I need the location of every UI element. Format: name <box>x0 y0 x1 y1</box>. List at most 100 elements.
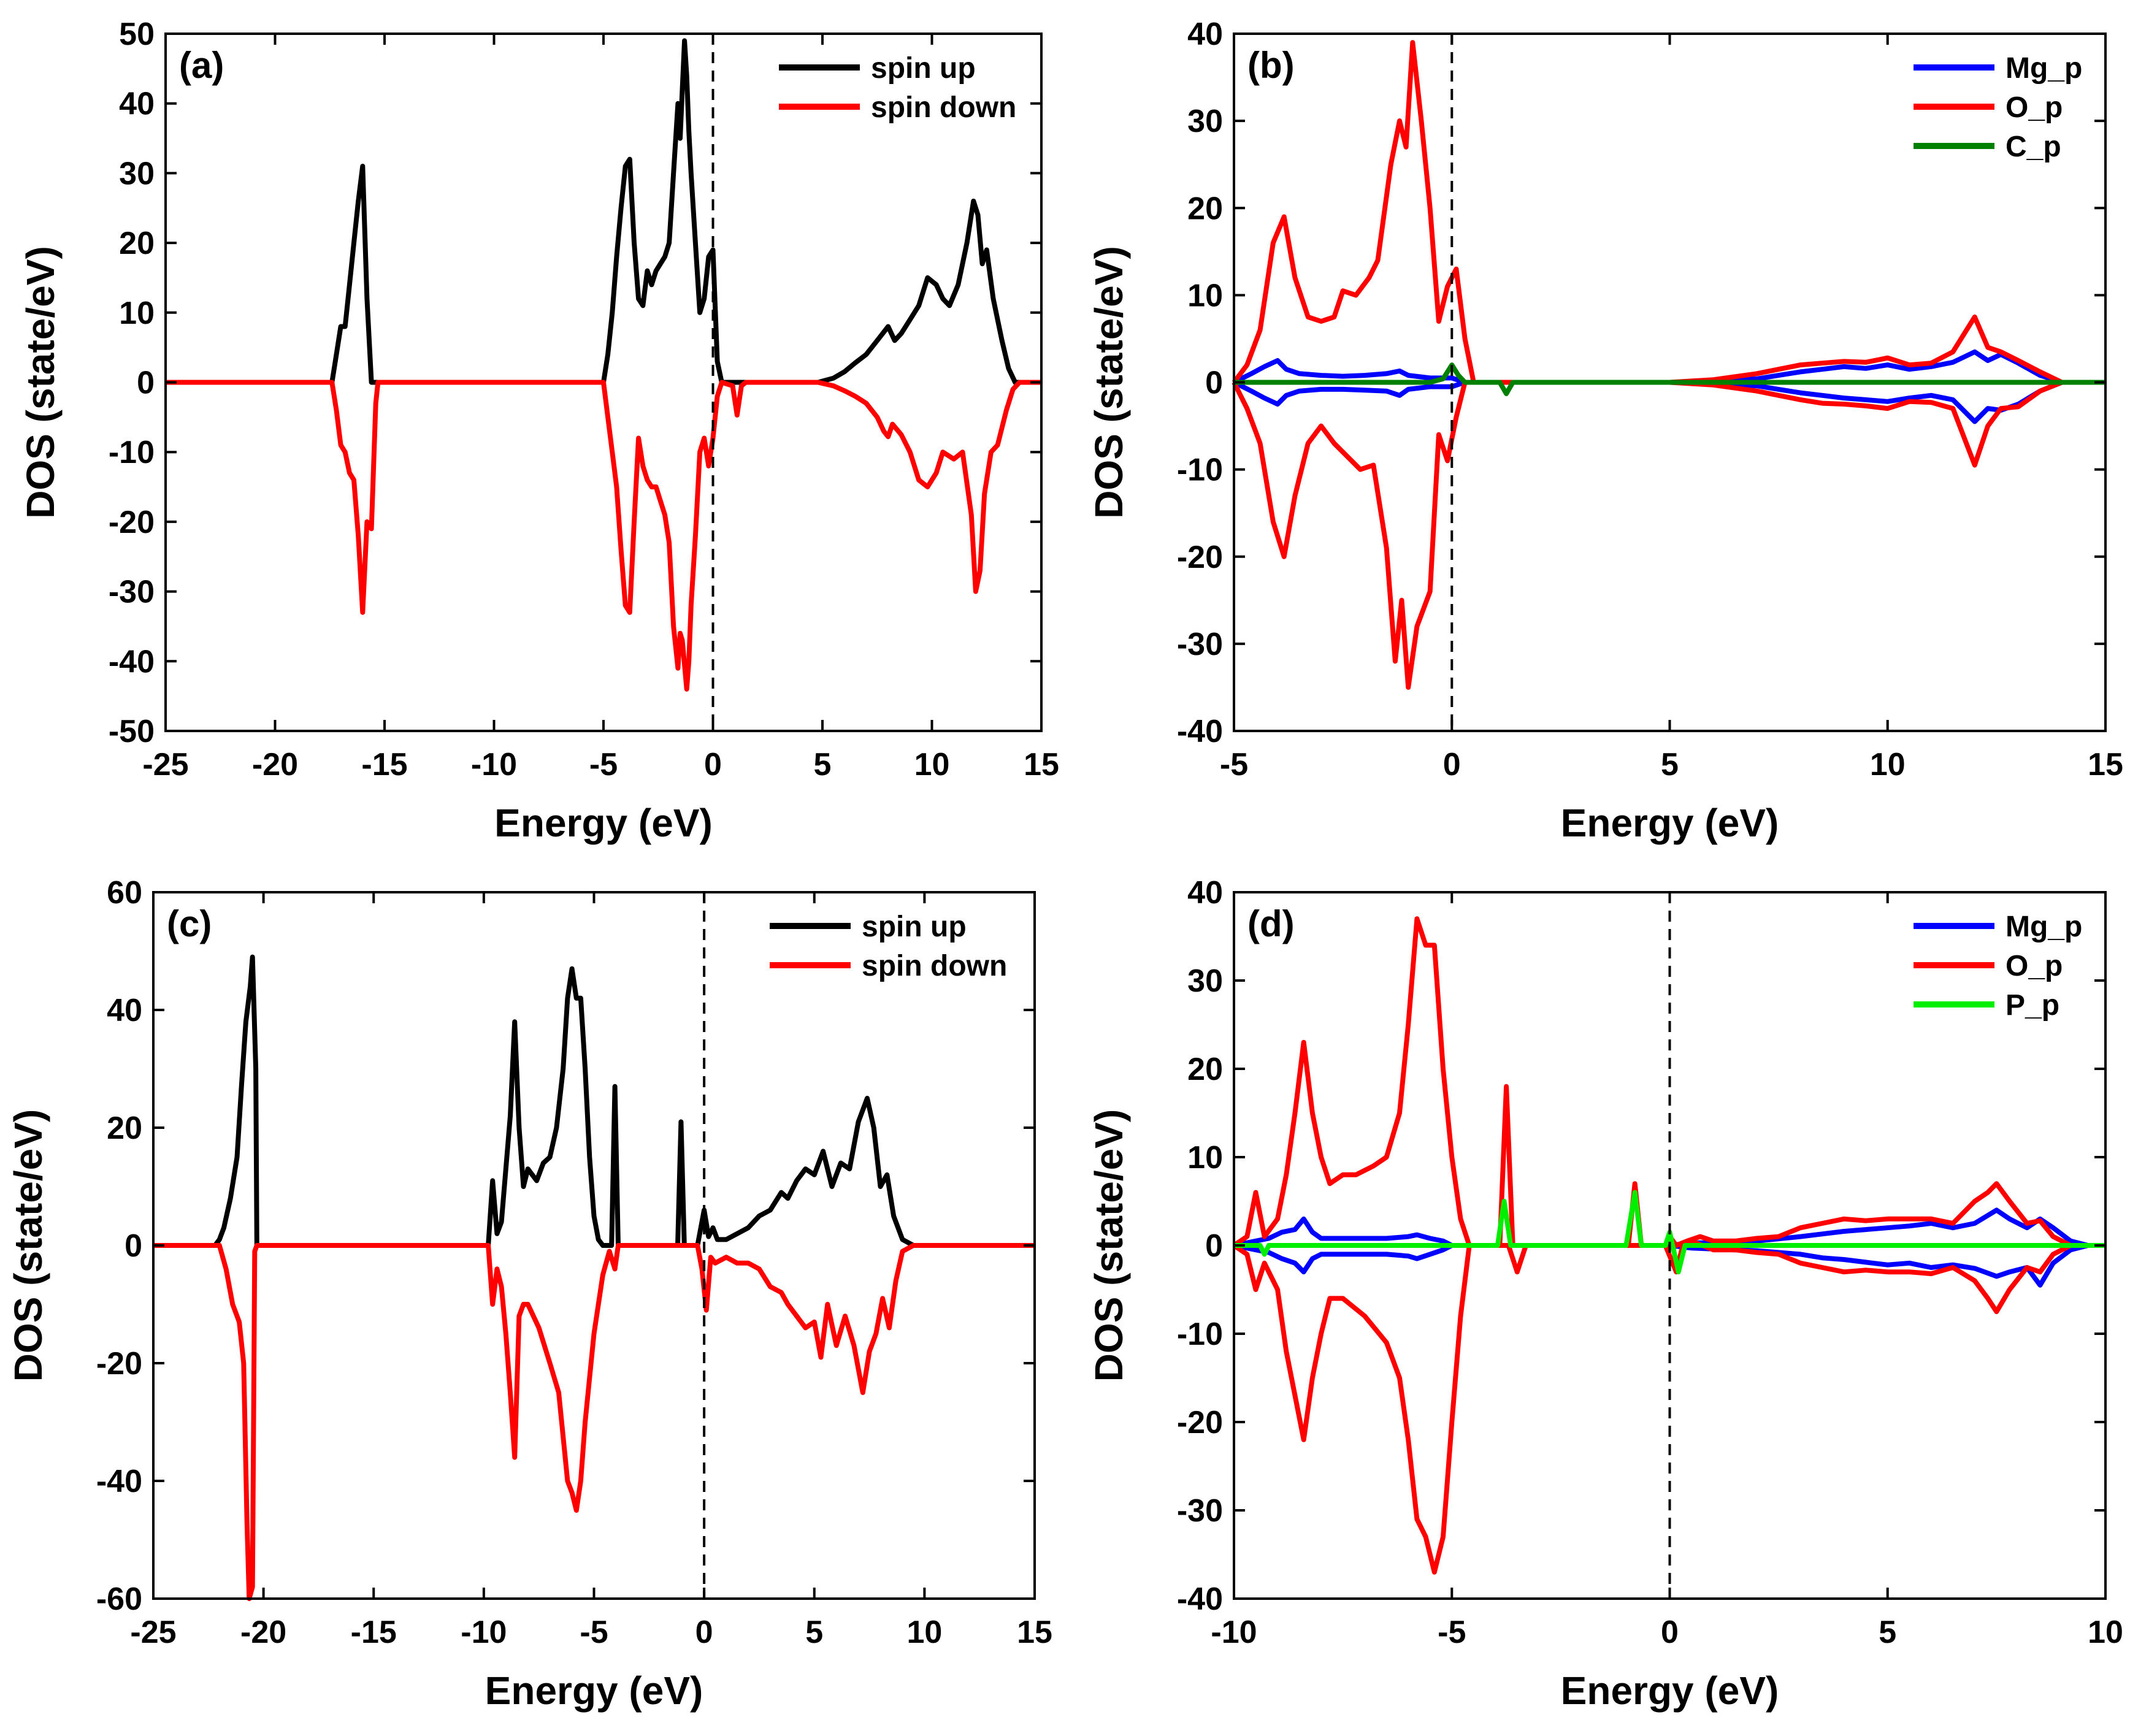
panel-label: (c) <box>167 903 212 944</box>
x-axis-title: Energy (eV) <box>485 1669 703 1713</box>
x-tick-label: -10 <box>1211 1615 1257 1650</box>
x-tick-label: -20 <box>240 1615 286 1650</box>
x-tick-label: -5 <box>580 1615 608 1650</box>
x-tick-label: 15 <box>2088 747 2123 782</box>
legend-label: C_p <box>2005 131 2061 163</box>
y-tick-label: 40 <box>1187 875 1223 911</box>
x-axis-title: Energy (eV) <box>1561 1669 1779 1713</box>
legend: Mg_p O_p P_p <box>1914 911 2082 1022</box>
y-tick-label: -20 <box>1177 1405 1223 1440</box>
y-tick-label: -30 <box>109 575 155 610</box>
y-tick-label: 40 <box>1187 17 1223 52</box>
panel-d: -10 -5 0 5 10 40 30 20 10 0 -10 -20 -30 -40 Energy (eV… <box>1087 875 2123 1713</box>
y-axis-title: DOS (state/eV) <box>6 1109 50 1382</box>
y-tick-label: 20 <box>1187 1052 1223 1087</box>
series-line-o-p <box>1232 380 2105 690</box>
y-tick-label: 10 <box>1187 278 1223 313</box>
y-tick-label: 30 <box>119 156 155 191</box>
y-tick-label: 20 <box>107 1111 142 1146</box>
y-tick-label: -40 <box>1177 1581 1223 1617</box>
legend-label: Mg_p <box>2005 52 2082 85</box>
y-tick-label: -40 <box>109 644 155 679</box>
y-tick-label: -30 <box>1177 1493 1223 1529</box>
legend-label: O_p <box>2005 91 2063 124</box>
x-tick-label: 15 <box>1024 747 1059 782</box>
y-axis-title: DOS (state/eV) <box>18 246 63 519</box>
x-tick-label: -10 <box>461 1615 507 1650</box>
y-tick-label: -50 <box>109 714 155 749</box>
x-tick-label: -25 <box>142 747 188 782</box>
panel-b: -5 0 5 10 15 40 30 20 10 0 -10 -20 -30 -40 Energy (eV)… <box>1087 17 2123 845</box>
x-tick-label: -5 <box>589 747 618 782</box>
series-line-mg-p <box>1233 349 2105 385</box>
y-tick-label: 0 <box>125 1228 142 1264</box>
legend-label: O_p <box>2005 950 2063 982</box>
y-tick-label: -10 <box>109 435 155 470</box>
legend: spin up spin down <box>770 911 1007 982</box>
x-tick-label: -20 <box>252 747 298 782</box>
panel-label: (d) <box>1247 903 1295 944</box>
x-tick-label: -10 <box>471 747 517 782</box>
x-tick-label: 5 <box>1879 1615 1896 1650</box>
panel-a: -25 -20 -15 -10 -5 0 5 10 1550403020100-10-20-30… <box>18 17 1059 845</box>
y-tick-label: -40 <box>1177 714 1223 749</box>
x-tick-label: -5 <box>1220 747 1248 782</box>
legend-label: spin down <box>862 950 1007 982</box>
x-tick-label: 0 <box>1443 747 1461 782</box>
y-tick-label: 0 <box>137 365 155 401</box>
legend: Mg_p O_p C_p <box>1914 52 2082 163</box>
series-line-p-p <box>1234 1190 2105 1275</box>
y-tick-label: -20 <box>109 505 155 540</box>
y-tick-label: -30 <box>1177 627 1223 662</box>
x-tick-label: 0 <box>704 747 722 782</box>
legend-label: P_p <box>2005 989 2059 1022</box>
series-line-spin-down <box>153 1243 1035 1601</box>
x-tick-label: -25 <box>130 1615 176 1650</box>
legend-label: Mg_p <box>2005 911 2082 943</box>
panel-c: -25 -20 -15 -10 -5 0 5 10 15 60 40 20 0 -20 -40 -60 Ener… <box>6 875 1052 1713</box>
y-tick-label: -60 <box>96 1581 142 1617</box>
y-tick-label: 30 <box>1187 963 1223 999</box>
y-tick-label: -20 <box>1177 540 1223 575</box>
x-tick-label: -15 <box>361 747 407 782</box>
x-tick-label: 0 <box>695 1615 713 1650</box>
y-tick-label: 10 <box>119 296 155 331</box>
x-tick-label: 5 <box>805 1615 823 1650</box>
x-tick-label: 0 <box>1661 1615 1679 1650</box>
series-line-spin-up <box>166 38 1041 385</box>
legend-label: spin up <box>871 52 976 85</box>
x-axis-title: Energy (eV) <box>1561 801 1779 845</box>
y-tick-label: 0 <box>1205 1228 1223 1264</box>
series-line-spin-up <box>153 954 1035 1248</box>
panel-label: (b) <box>1247 45 1295 86</box>
y-tick-label: 60 <box>107 875 142 911</box>
x-tick-label: 15 <box>1017 1615 1052 1650</box>
y-axis-title: DOS (state/eV) <box>1087 246 1131 519</box>
x-tick-label: 5 <box>814 747 832 782</box>
y-axis-title: DOS (state/eV) <box>1087 1109 1131 1382</box>
series-line-mg-p <box>1233 380 2105 424</box>
y-tick-label: 30 <box>1187 104 1223 139</box>
series-line-o-p <box>1232 40 2105 385</box>
y-tick-label: 20 <box>119 226 155 261</box>
y-tick-label: -40 <box>96 1464 142 1499</box>
x-tick-label: 10 <box>1870 747 1906 782</box>
legend: spin up spin down <box>779 52 1016 124</box>
series-line-spin-down <box>166 380 1041 692</box>
y-tick-label: 40 <box>107 993 142 1028</box>
y-tick-label: 20 <box>1187 191 1223 226</box>
x-tick-label: 10 <box>906 1615 942 1650</box>
x-tick-label: -5 <box>1438 1615 1466 1650</box>
y-tick-label: 0 <box>1205 365 1223 401</box>
panel-label: (a) <box>179 45 224 86</box>
x-tick-label: 10 <box>914 747 950 782</box>
legend-label: spin down <box>871 91 1016 124</box>
y-tick-label: -10 <box>1177 1317 1223 1352</box>
y-tick-label: 50 <box>119 17 155 52</box>
y-tick-label: -20 <box>96 1346 142 1382</box>
x-tick-label: 10 <box>2088 1615 2123 1650</box>
y-tick-label: 40 <box>119 86 155 122</box>
y-tick-label: 10 <box>1187 1140 1223 1176</box>
legend-label: spin up <box>862 911 967 943</box>
